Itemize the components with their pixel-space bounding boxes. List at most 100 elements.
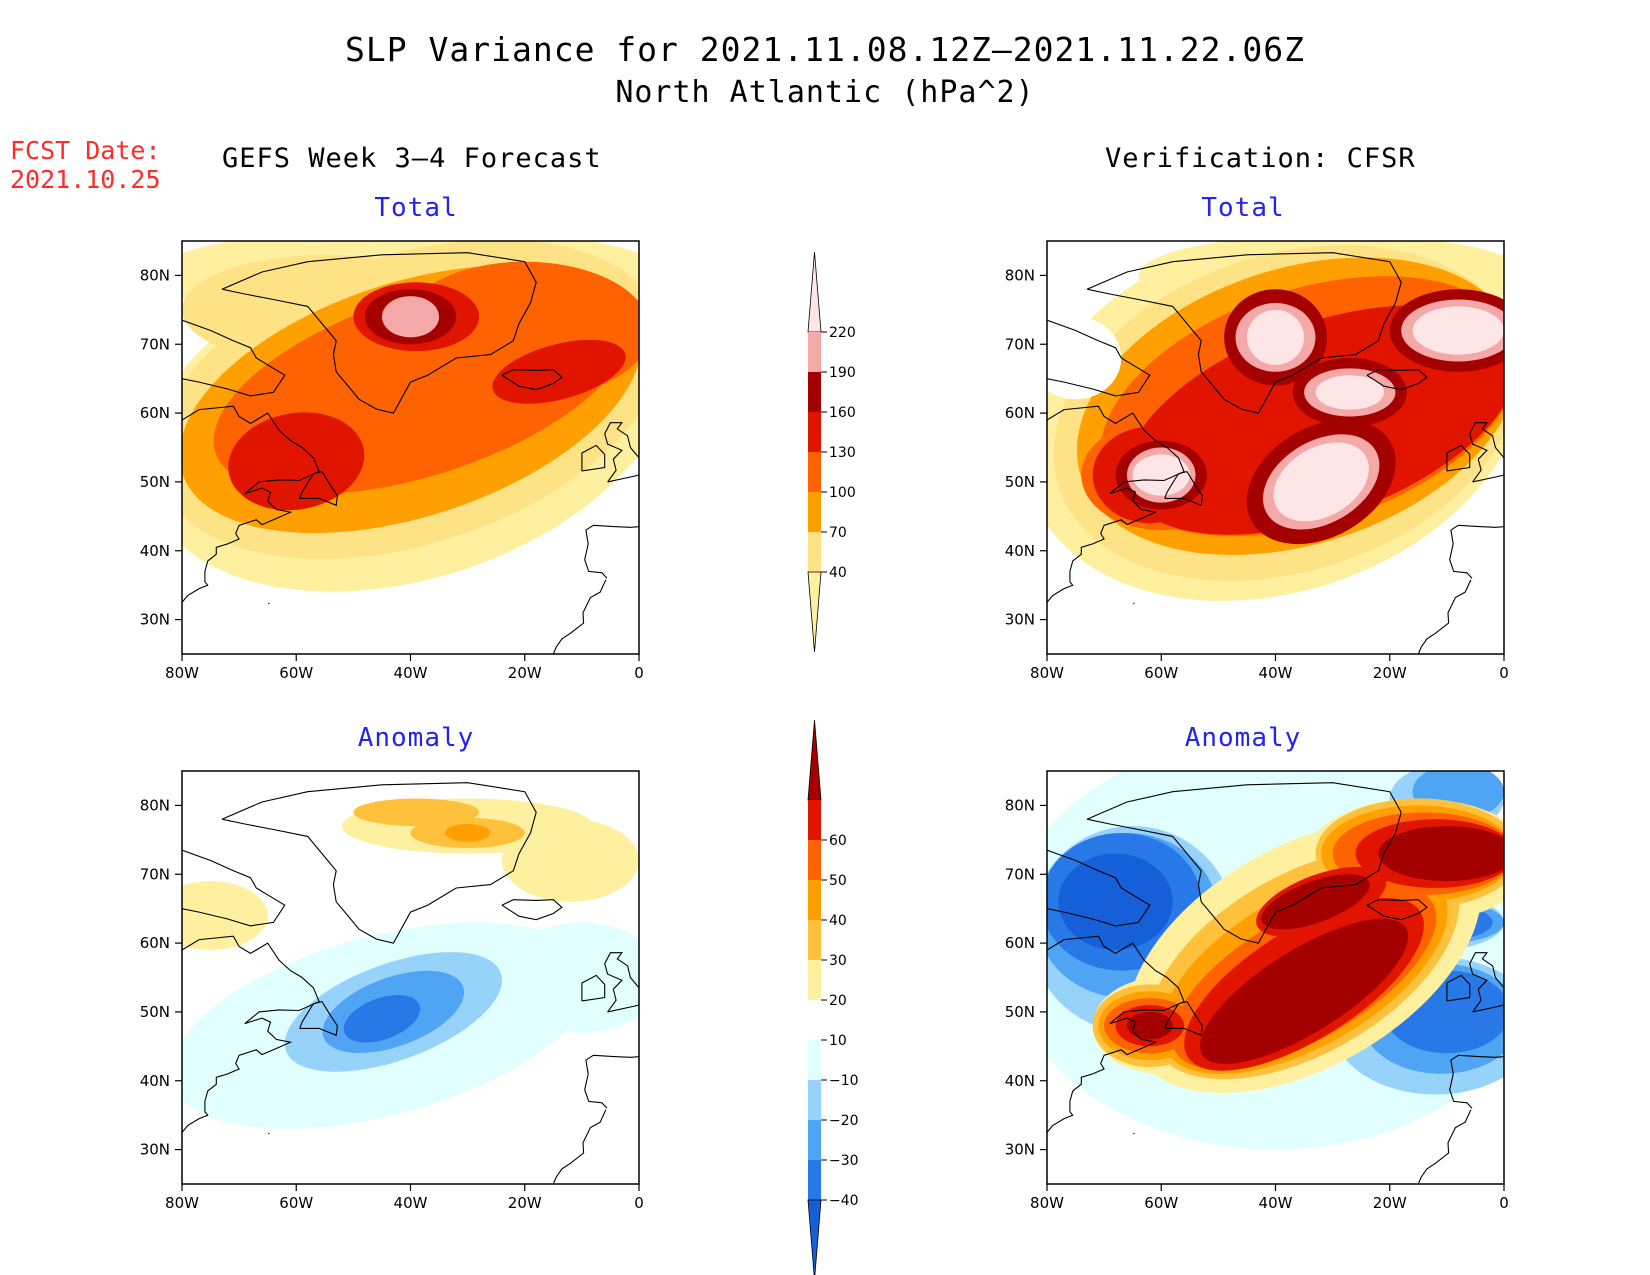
colorbar-swatch	[808, 840, 821, 880]
lat-tick-label: 40N	[140, 1072, 170, 1090]
colorbar-label: 40	[829, 565, 847, 581]
colorbar-label: −20	[829, 1113, 859, 1129]
lat-tick-label: 40N	[1005, 1072, 1035, 1090]
colorbar-label: 70	[829, 525, 847, 541]
lat-tick-label: 80N	[1005, 266, 1035, 284]
colorbar-swatch	[808, 880, 821, 920]
lat-tick-label: 30N	[1005, 1141, 1035, 1159]
coastline	[604, 952, 639, 1013]
colorbar-label: 40	[829, 913, 847, 929]
colorbar-swatch	[808, 532, 821, 572]
coastline	[182, 405, 320, 603]
coastline	[182, 319, 286, 397]
coastline	[1504, 399, 1550, 427]
coastline	[299, 1000, 338, 1037]
lon-tick-label: 20W	[1373, 1194, 1407, 1212]
contour-region	[501, 922, 639, 1033]
coastline	[552, 1109, 607, 1184]
coastline	[221, 252, 537, 414]
lon-tick-label: 80W	[1030, 664, 1064, 682]
lat-tick-label: 80N	[140, 796, 170, 814]
contour-region	[1246, 309, 1305, 365]
colorbar-label: 60	[829, 833, 847, 849]
coastline	[268, 602, 270, 605]
forecast-anomaly-subtitle: Anomaly	[357, 723, 475, 753]
coastline	[639, 399, 685, 427]
colorbar-swatch	[808, 1040, 821, 1080]
lat-tick-label: 60N	[140, 404, 170, 422]
coastline	[1469, 422, 1504, 483]
lon-tick-label: 80W	[1030, 1194, 1064, 1212]
lat-tick-label: 30N	[1005, 611, 1035, 629]
contour-region	[1412, 306, 1504, 355]
verification-anomaly-map: 80N 70N 60N 50N 40N 30N 80W 60W 40W 20W 0	[1005, 770, 1509, 1212]
contour-region	[501, 819, 639, 902]
colorbar-label: 220	[829, 325, 856, 341]
fcst-date-value: 2021.10.25	[10, 165, 161, 194]
colorbar-swatch	[808, 960, 821, 1000]
colorbar-swatch	[808, 1080, 821, 1120]
colorbar-swatch	[808, 1120, 821, 1160]
field-shading	[1047, 771, 1504, 1184]
lat-tick-label: 50N	[140, 1003, 170, 1021]
coastline	[552, 579, 607, 654]
lon-tick-label: 0	[634, 1194, 644, 1212]
colorbar-label: 10	[829, 1033, 847, 1049]
colorbar-label: 100	[829, 485, 856, 501]
lon-tick-label: 60W	[279, 664, 313, 682]
coastline	[221, 782, 537, 944]
verification-column-title: Verification: CFSR	[1105, 143, 1416, 174]
lon-tick-label: 20W	[1373, 664, 1407, 682]
contour-region	[1378, 826, 1504, 882]
verification-total-subtitle: Total	[1201, 193, 1285, 223]
forecast-total-subtitle: Total	[374, 193, 458, 223]
colorbar-swatch	[808, 332, 821, 372]
lon-tick-label: 80W	[165, 1194, 199, 1212]
lon-tick-label: 40W	[394, 664, 428, 682]
coastline	[1449, 1054, 1504, 1109]
coastline	[1133, 1132, 1135, 1135]
coastline	[581, 974, 606, 1002]
coastline	[584, 524, 639, 579]
colorbar-swatch	[807, 251, 822, 333]
coastline	[501, 369, 563, 391]
colorbar-swatch	[808, 492, 821, 532]
contour-region	[1058, 853, 1173, 950]
fcst-date-label: FCST Date:	[10, 136, 161, 165]
field-shading	[1047, 241, 1504, 654]
coastline	[501, 899, 563, 921]
coastline	[1164, 1000, 1203, 1037]
verification-total-map: 80N 70N 60N 50N 40N 30N 80W 60W 40W 20W 0	[1005, 240, 1509, 682]
lon-tick-label: 60W	[279, 1194, 313, 1212]
coastline	[1164, 470, 1203, 507]
coastline	[299, 470, 338, 507]
colorbar-swatch	[807, 719, 822, 801]
coastline	[1086, 252, 1402, 414]
coastline	[1446, 444, 1471, 472]
field-shading	[182, 241, 639, 654]
coastline	[1366, 899, 1428, 921]
colorbar-swatch	[808, 1000, 821, 1040]
colorbar-swatch	[808, 372, 821, 412]
coastline	[581, 444, 606, 472]
lon-tick-label: 60W	[1144, 664, 1178, 682]
colorbar-swatch	[807, 571, 822, 653]
lat-tick-label: 30N	[140, 1141, 170, 1159]
contour-region	[1273, 442, 1369, 522]
coastline	[268, 1132, 270, 1135]
contour-region	[1315, 375, 1385, 410]
colorbar-swatch	[808, 800, 821, 840]
coastline	[1047, 935, 1185, 1133]
coastline	[1086, 782, 1402, 944]
colorbar-label: 190	[829, 365, 856, 381]
lat-tick-label: 70N	[1005, 865, 1035, 883]
lat-tick-label: 50N	[1005, 1003, 1035, 1021]
colorbar-label: 20	[829, 993, 847, 1009]
coastline	[1449, 524, 1504, 579]
coastline	[1417, 579, 1472, 654]
forecast-total-map: 80N 70N 60N 50N 40N 30N 80W 60W 40W 20W 0	[140, 240, 644, 682]
lon-tick-label: 0	[634, 664, 644, 682]
contour-region	[381, 296, 440, 338]
colorbar-swatch	[808, 1160, 821, 1200]
coastline	[182, 849, 286, 927]
